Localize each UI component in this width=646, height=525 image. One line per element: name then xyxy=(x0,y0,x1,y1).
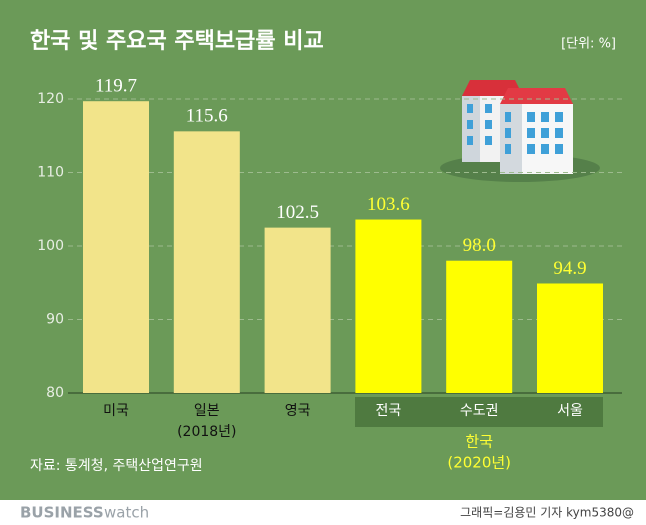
y-tick-label: 90 xyxy=(46,312,64,328)
x-tick-label: 서울 xyxy=(557,403,583,419)
bar xyxy=(173,131,240,393)
x-tick-label: 전국 xyxy=(376,403,402,419)
bar xyxy=(83,101,149,393)
buildings-icon xyxy=(440,80,600,182)
value-label: 98.0 xyxy=(463,235,496,256)
value-label: 119.7 xyxy=(95,76,137,97)
bar xyxy=(537,283,603,393)
value-label: 103.6 xyxy=(367,194,410,215)
brand-bold: BUSINESS xyxy=(20,504,104,522)
group-label: 한국 xyxy=(465,433,493,451)
group-band xyxy=(355,397,603,427)
y-tick-label: 80 xyxy=(46,385,64,401)
x-tick-label: 영국 xyxy=(285,403,311,419)
source: 자료: 통계청, 주택산업연구원 xyxy=(30,458,203,474)
group-note: (2020년) xyxy=(447,454,511,472)
x-tick-label: 수도권 xyxy=(460,403,499,419)
brand-light: watch xyxy=(104,504,149,522)
x-tick-label: 일본 xyxy=(194,403,220,419)
bar xyxy=(264,227,331,393)
x-tick-sublabel: (2018년) xyxy=(177,424,236,440)
y-tick-label: 120 xyxy=(37,91,64,107)
bar xyxy=(355,219,422,393)
footer xyxy=(0,500,646,525)
y-tick-label: 110 xyxy=(37,165,64,181)
chart-title: 한국 및 주요국 주택보급률 비교 xyxy=(30,29,324,54)
unit-label: [단위: %] xyxy=(561,37,616,52)
value-label: 102.5 xyxy=(276,202,319,223)
x-tick-label: 미국 xyxy=(103,403,129,419)
value-label: 94.9 xyxy=(553,258,586,279)
y-tick-label: 100 xyxy=(37,238,64,254)
credit: 그래픽=김용민 기자 kym5380@ xyxy=(460,506,634,520)
bar xyxy=(446,260,513,393)
value-label: 115.6 xyxy=(186,106,228,127)
